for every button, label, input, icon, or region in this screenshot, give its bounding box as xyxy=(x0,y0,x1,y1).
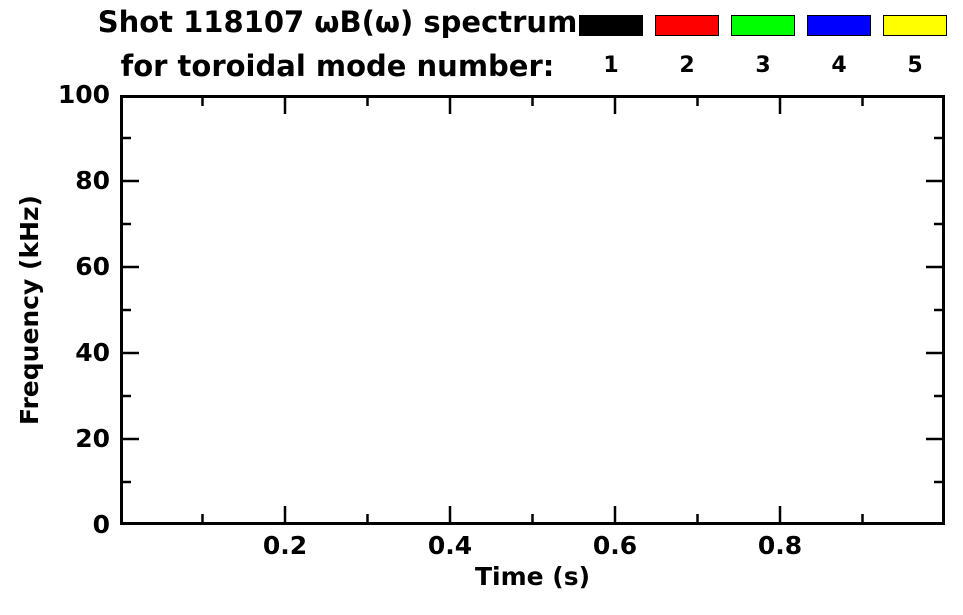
chart-subtitle: for toroidal mode number: xyxy=(120,49,555,83)
y-axis-tick-label: 60 xyxy=(75,252,110,281)
x-axis-title: Time (s) xyxy=(474,562,591,591)
legend xyxy=(579,15,947,36)
legend-mode-numbers: 1 2 3 4 5 xyxy=(579,53,947,78)
x-axis-tick-label: 0.4 xyxy=(427,531,473,560)
legend-swatch-mode-4 xyxy=(807,15,871,36)
legend-label-mode-5: 5 xyxy=(907,53,923,78)
x-axis-tick-label: 0.2 xyxy=(262,531,308,560)
legend-swatch-mode-3 xyxy=(731,15,795,36)
y-axis-title: Frequency (kHz) xyxy=(15,195,44,425)
x-axis-tick-label: 0.8 xyxy=(757,531,803,560)
legend-label-mode-3: 3 xyxy=(755,53,771,78)
y-axis-tick-label: 80 xyxy=(75,166,110,195)
y-axis-tick-label: 100 xyxy=(57,80,110,109)
x-axis-tick-label: 0.6 xyxy=(592,531,638,560)
legend-swatch-mode-1 xyxy=(579,15,643,36)
axes-frame-and-ticks xyxy=(120,93,945,527)
y-axis-tick-label: 20 xyxy=(75,424,110,453)
legend-label-mode-1: 1 xyxy=(603,53,619,78)
y-axis-tick-label: 40 xyxy=(75,338,110,367)
legend-label-mode-2: 2 xyxy=(679,53,695,78)
y-axis-tick-label: 0 xyxy=(92,510,110,539)
legend-swatch-mode-5 xyxy=(883,15,947,36)
legend-swatch-mode-2 xyxy=(655,15,719,36)
chart-title: Shot 118107 ωB(ω) spectrum xyxy=(97,5,578,39)
plot-area xyxy=(120,93,945,527)
legend-label-mode-4: 4 xyxy=(831,53,847,78)
